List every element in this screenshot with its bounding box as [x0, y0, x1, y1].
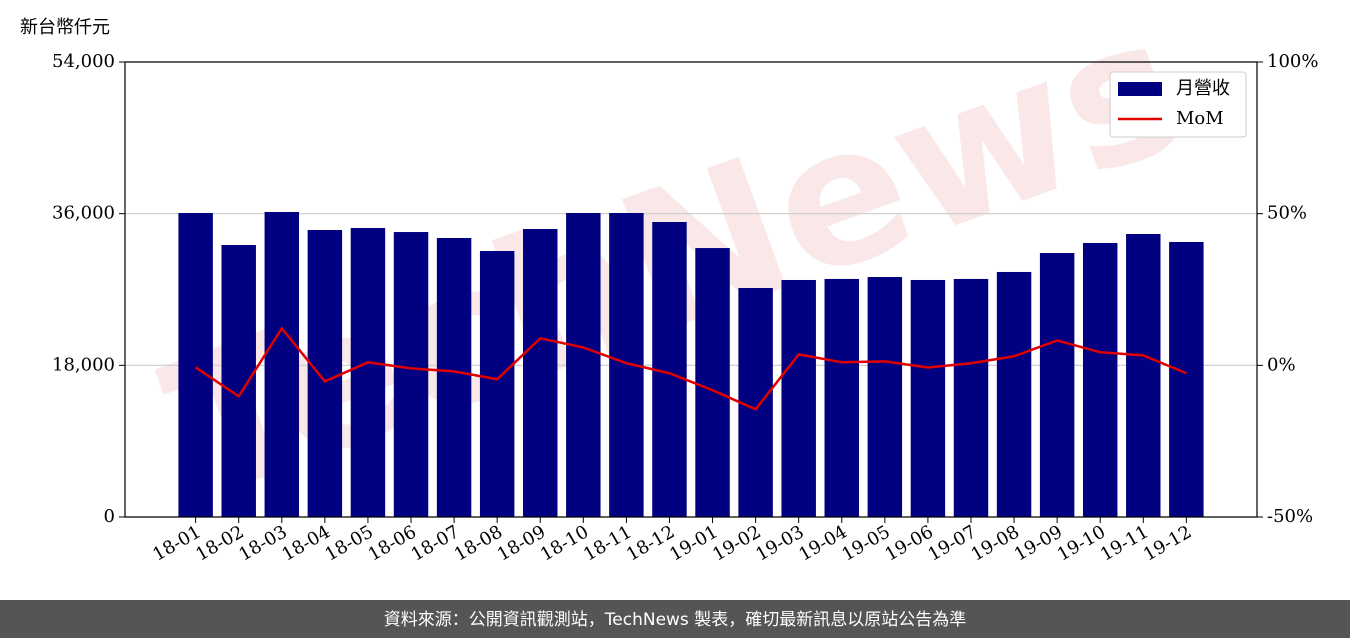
bar	[523, 229, 558, 518]
bar	[307, 230, 343, 517]
x-tick-label: 18-10	[537, 521, 592, 565]
bar	[1169, 241, 1204, 517]
bar	[824, 278, 859, 517]
y2-tick-label: 50%	[1267, 203, 1307, 224]
x-tick-label: 18-09	[494, 521, 549, 565]
legend-label: MoM	[1176, 108, 1224, 129]
bar	[178, 212, 213, 517]
bar	[221, 245, 256, 517]
x-tick-label: 19-07	[925, 521, 980, 565]
legend-swatch	[1118, 82, 1162, 96]
bar	[566, 212, 601, 517]
x-tick-label: 19-09	[1011, 521, 1066, 565]
bar	[695, 248, 730, 518]
x-tick-label: 19-03	[752, 521, 807, 565]
plot-frame	[124, 61, 1258, 518]
x-tick-label: 19-05	[838, 521, 893, 565]
x-tick-label: 19-08	[968, 521, 1023, 565]
footer-bar	[0, 600, 1350, 638]
bar	[393, 232, 429, 517]
bar	[436, 238, 472, 518]
y-tick-label: 18,000	[52, 354, 115, 375]
bar	[1126, 233, 1161, 517]
x-tick-label: 18-08	[451, 521, 506, 565]
x-tick-label: 19-10	[1054, 521, 1109, 565]
bar	[1039, 253, 1075, 517]
mom-line	[194, 326, 1187, 411]
x-tick-label: 18-05	[322, 521, 377, 565]
bar	[738, 287, 773, 517]
bar	[1082, 242, 1118, 517]
y-axis-label: 新台幣仟元	[20, 17, 110, 38]
x-tick-label: 18-01	[149, 521, 204, 565]
bar	[264, 211, 300, 517]
x-tick-label: 18-12	[623, 521, 678, 565]
bar	[867, 277, 903, 517]
y-tick-label: 0	[104, 506, 115, 527]
y2-tick-label: 100%	[1267, 51, 1318, 72]
x-tick-label: 18-06	[365, 521, 420, 565]
y-tick-label: 54,000	[52, 51, 115, 72]
y2-tick-label: -50%	[1267, 506, 1313, 527]
x-tick-label: 18-11	[580, 521, 635, 565]
x-tick-label: 19-01	[666, 521, 721, 565]
bar	[996, 271, 1032, 517]
x-tick-label: 19-06	[881, 521, 936, 565]
legend-label: 月營收	[1176, 78, 1230, 99]
x-tick-label: 19-11	[1097, 521, 1152, 565]
x-tick-label: 19-02	[709, 521, 764, 565]
source-note: 資料來源：公開資訊觀測站，TechNews 製表，確切最新訊息以原站公告為準	[384, 610, 966, 630]
bar	[479, 250, 515, 517]
bar	[350, 227, 386, 518]
x-tick-label: 18-04	[278, 521, 333, 565]
bar	[953, 278, 989, 517]
bar	[910, 279, 946, 517]
y2-tick-label: 0%	[1267, 354, 1296, 375]
bar	[781, 279, 816, 517]
x-tick-label: 19-12	[1140, 521, 1195, 565]
x-tick-label: 19-04	[795, 521, 850, 565]
y-tick-label: 36,000	[52, 203, 115, 224]
x-tick-label: 18-07	[408, 521, 463, 565]
